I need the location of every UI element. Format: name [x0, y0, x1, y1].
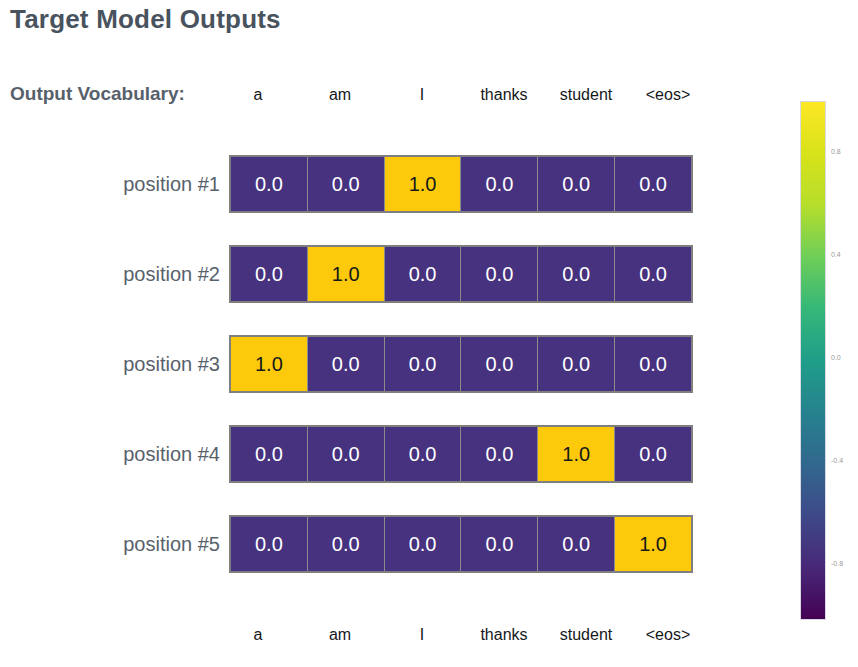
colorbar-tick-label: 0.8	[831, 148, 841, 155]
heatmap-cell: 1.0	[538, 427, 615, 481]
heatmap-cell: 0.0	[461, 337, 538, 391]
heatmap-cell: 0.0	[461, 517, 538, 571]
heatmap-cell: 0.0	[308, 517, 385, 571]
heatmap-cell: 0.0	[308, 427, 385, 481]
footer-column-label: student	[545, 626, 627, 644]
heatmap-row: position #10.00.01.00.00.00.0	[0, 155, 700, 213]
position-label: position #4	[0, 443, 229, 466]
heatmap-cell: 0.0	[231, 427, 308, 481]
footer-column-label: I	[381, 626, 463, 644]
heatmap-row: position #31.00.00.00.00.00.0	[0, 335, 700, 393]
heatmap-cell: 0.0	[538, 517, 615, 571]
heatmap-row: position #50.00.00.00.00.01.0	[0, 515, 700, 573]
colorbar: 0.8 0.4 0.0 -0.4 -0.8	[800, 101, 858, 620]
heatmap-cell: 0.0	[615, 427, 691, 481]
heatmap-grid: 0.00.00.00.00.01.0	[229, 515, 693, 573]
vocab-footer-row: aamIthanksstudent<eos>	[217, 626, 709, 644]
figure-canvas: { "title": "Target Model Outputs", "voca…	[0, 0, 858, 667]
heatmap-cell: 1.0	[385, 157, 462, 211]
heatmap-cell: 0.0	[385, 427, 462, 481]
heatmap-row: position #40.00.00.00.01.00.0	[0, 425, 700, 483]
heatmap-cell: 0.0	[615, 247, 691, 301]
heatmap-cell: 0.0	[461, 247, 538, 301]
heatmap-cell: 0.0	[231, 157, 308, 211]
heatmap-cell: 0.0	[385, 247, 462, 301]
heatmap-cell: 0.0	[538, 337, 615, 391]
heatmap-cell: 0.0	[538, 247, 615, 301]
position-label: position #1	[0, 173, 229, 196]
position-label: position #2	[0, 263, 229, 286]
heatmap-grid: 0.01.00.00.00.00.0	[229, 245, 693, 303]
heatmap-cell: 1.0	[308, 247, 385, 301]
footer-column-label: thanks	[463, 626, 545, 644]
heatmap-cell: 1.0	[615, 517, 691, 571]
heatmap-row: position #20.01.00.00.00.00.0	[0, 245, 700, 303]
colorbar-tick-label: -0.8	[831, 560, 843, 567]
footer-column-label: am	[299, 626, 381, 644]
colorbar-gradient	[800, 101, 826, 620]
heatmap-grid: 0.00.00.00.01.00.0	[229, 425, 693, 483]
heatmap-grid: 0.00.01.00.00.00.0	[229, 155, 693, 213]
heatmap-cell: 0.0	[461, 157, 538, 211]
footer-column-label: <eos>	[627, 626, 709, 644]
footer-column-label: a	[217, 626, 299, 644]
heatmap-cell: 0.0	[308, 337, 385, 391]
heatmap-cell: 0.0	[385, 337, 462, 391]
heatmap-cell: 0.0	[231, 517, 308, 571]
heatmap-cell: 0.0	[308, 157, 385, 211]
heatmap-cell: 0.0	[385, 517, 462, 571]
heatmap-cell: 0.0	[231, 247, 308, 301]
heatmap-cell: 1.0	[231, 337, 308, 391]
heatmap-cell: 0.0	[615, 337, 691, 391]
heatmap-rows-container: position #10.00.01.00.00.00.0position #2…	[0, 0, 858, 667]
colorbar-tick-label: -0.4	[831, 457, 843, 464]
heatmap-grid: 1.00.00.00.00.00.0	[229, 335, 693, 393]
heatmap-cell: 0.0	[538, 157, 615, 211]
colorbar-tick-label: 0.0	[831, 354, 841, 361]
position-label: position #5	[0, 533, 229, 556]
heatmap-cell: 0.0	[615, 157, 691, 211]
heatmap-cell: 0.0	[461, 427, 538, 481]
colorbar-tick-label: 0.4	[831, 251, 841, 258]
position-label: position #3	[0, 353, 229, 376]
